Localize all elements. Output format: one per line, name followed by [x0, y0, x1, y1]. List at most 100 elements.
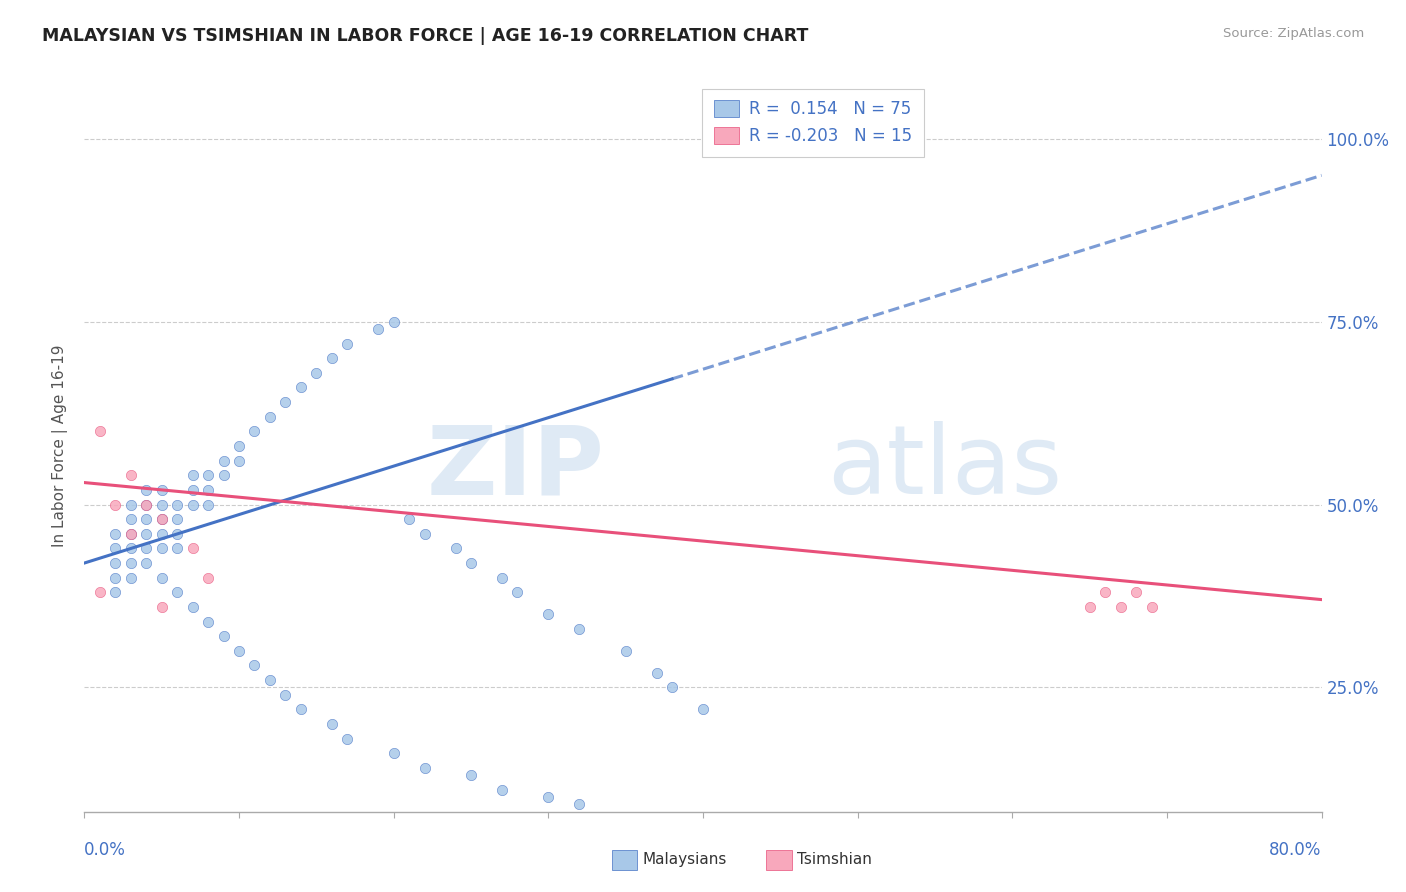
Point — [104, 526, 127, 541]
Point — [259, 673, 281, 687]
Point — [290, 702, 312, 716]
Point — [305, 366, 328, 380]
Point — [181, 468, 204, 483]
Point — [135, 541, 157, 556]
Point — [104, 571, 127, 585]
Point — [120, 526, 142, 541]
Point — [120, 571, 142, 585]
Point — [150, 512, 173, 526]
Point — [1140, 599, 1163, 614]
Point — [197, 571, 219, 585]
Point — [228, 453, 250, 467]
Y-axis label: In Labor Force | Age 16-19: In Labor Force | Age 16-19 — [52, 344, 67, 548]
Point — [89, 425, 111, 439]
Point — [382, 746, 405, 760]
Point — [166, 526, 188, 541]
Point — [1125, 585, 1147, 599]
Point — [135, 498, 157, 512]
Point — [274, 395, 297, 409]
Point — [120, 541, 142, 556]
Point — [150, 541, 173, 556]
Point — [645, 665, 668, 680]
Point — [150, 512, 173, 526]
Point — [212, 468, 235, 483]
Point — [166, 498, 188, 512]
Point — [150, 571, 173, 585]
Point — [150, 526, 173, 541]
Point — [398, 512, 420, 526]
Point — [460, 768, 482, 782]
Point — [290, 380, 312, 394]
Point — [1109, 599, 1132, 614]
Point — [537, 607, 560, 622]
Point — [120, 498, 142, 512]
Point — [243, 425, 266, 439]
Point — [506, 585, 529, 599]
Point — [321, 717, 343, 731]
Point — [120, 468, 142, 483]
Point — [150, 599, 173, 614]
Point — [1094, 585, 1116, 599]
Point — [537, 790, 560, 805]
Point — [228, 439, 250, 453]
Point — [336, 731, 359, 746]
Point — [614, 644, 637, 658]
Text: 0.0%: 0.0% — [84, 841, 127, 859]
Text: ZIP: ZIP — [426, 421, 605, 515]
Point — [367, 322, 389, 336]
Point — [491, 782, 513, 797]
Point — [181, 498, 204, 512]
Point — [413, 526, 436, 541]
Point — [166, 541, 188, 556]
Point — [104, 541, 127, 556]
Point — [104, 556, 127, 570]
Point — [89, 585, 111, 599]
Point — [568, 622, 591, 636]
Point — [212, 453, 235, 467]
Point — [135, 526, 157, 541]
Point — [661, 681, 683, 695]
Point — [568, 797, 591, 812]
Point — [413, 761, 436, 775]
Point — [150, 483, 173, 497]
Text: Malaysians: Malaysians — [643, 853, 727, 867]
Point — [181, 541, 204, 556]
Point — [243, 658, 266, 673]
Point — [1078, 599, 1101, 614]
Point — [259, 409, 281, 424]
Point — [104, 498, 127, 512]
Point — [104, 585, 127, 599]
Point — [382, 315, 405, 329]
Point — [274, 688, 297, 702]
Point — [321, 351, 343, 366]
Text: Tsimshian: Tsimshian — [797, 853, 872, 867]
Point — [460, 556, 482, 570]
Point — [197, 615, 219, 629]
Point — [120, 512, 142, 526]
Point — [181, 483, 204, 497]
Point — [135, 498, 157, 512]
Point — [228, 644, 250, 658]
Point — [197, 468, 219, 483]
Point — [166, 585, 188, 599]
Point — [444, 541, 467, 556]
Point — [692, 702, 714, 716]
Point — [166, 512, 188, 526]
Point — [150, 498, 173, 512]
Text: MALAYSIAN VS TSIMSHIAN IN LABOR FORCE | AGE 16-19 CORRELATION CHART: MALAYSIAN VS TSIMSHIAN IN LABOR FORCE | … — [42, 27, 808, 45]
Point — [197, 483, 219, 497]
Point — [135, 512, 157, 526]
Point — [120, 556, 142, 570]
Text: Source: ZipAtlas.com: Source: ZipAtlas.com — [1223, 27, 1364, 40]
Point — [181, 599, 204, 614]
Point — [212, 629, 235, 643]
Point — [336, 336, 359, 351]
Point — [120, 526, 142, 541]
Point — [135, 483, 157, 497]
Point — [491, 571, 513, 585]
Legend: R =  0.154   N = 75, R = -0.203   N = 15: R = 0.154 N = 75, R = -0.203 N = 15 — [702, 88, 924, 157]
Point — [135, 556, 157, 570]
Text: 80.0%: 80.0% — [1270, 841, 1322, 859]
Point — [197, 498, 219, 512]
Text: atlas: atlas — [827, 421, 1062, 515]
